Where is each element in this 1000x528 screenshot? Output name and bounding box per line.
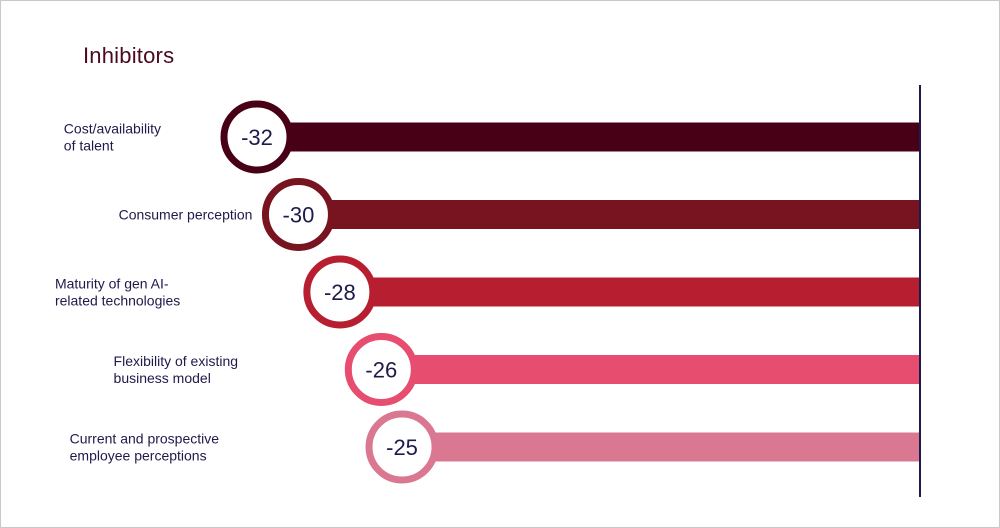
bar-row: -30 Consumer perception	[119, 178, 920, 251]
category-label-line: Cost/availability	[64, 121, 161, 137]
category-label: Flexibility of existing business model	[114, 353, 239, 386]
category-label-line: Flexibility of existing	[114, 353, 239, 369]
category-label-line: Current and prospective	[70, 431, 220, 447]
bar-row: -32 Cost/availability of talent	[64, 100, 920, 174]
bar-row: -26 Flexibility of existing business model	[114, 333, 920, 406]
value-bubble	[220, 100, 294, 174]
data-label: -26	[365, 358, 397, 383]
bar	[257, 122, 920, 152]
data-label: -28	[324, 280, 356, 305]
category-label-line: Maturity of gen AI-	[55, 276, 169, 292]
bar	[298, 200, 920, 229]
category-label-line: Consumer perception	[119, 207, 253, 223]
bar	[339, 277, 920, 307]
bar	[402, 432, 920, 462]
category-label: Consumer perception	[119, 207, 253, 223]
category-label-line: business model	[114, 370, 211, 386]
bar	[381, 355, 920, 384]
category-label-line: of talent	[64, 138, 114, 154]
value-bubble	[261, 178, 335, 251]
value-bubble	[344, 333, 418, 406]
data-label: -32	[241, 125, 273, 150]
value-bubble	[303, 255, 377, 329]
bars-layer: -32 Cost/availability of talent -30 Consumer…	[55, 100, 920, 484]
value-bubble	[365, 410, 439, 484]
category-label: Current and prospective employee percepti…	[70, 431, 220, 464]
category-label-line: related technologies	[55, 293, 180, 309]
data-label: -30	[283, 203, 315, 228]
category-label: Maturity of gen AI-related technologies	[55, 276, 180, 309]
chart-title: Inhibitors	[83, 43, 175, 68]
bar-row: -25 Current and prospective employee perce…	[70, 410, 920, 484]
data-label: -25	[386, 435, 418, 460]
category-label-line: employee perceptions	[70, 448, 207, 464]
bar-row: -28 Maturity of gen AI-related technologi…	[55, 255, 920, 329]
category-label: Cost/availability of talent	[64, 121, 161, 154]
